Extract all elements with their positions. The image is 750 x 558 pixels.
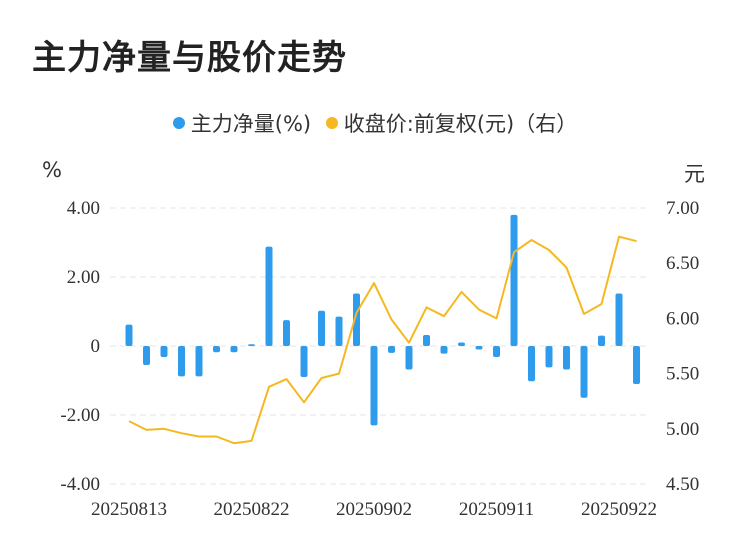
y-right-tick-label: 6.00 xyxy=(666,308,699,329)
legend-dot-bar-icon xyxy=(172,117,185,129)
legend-item-close-price[interactable]: 收盘价:前复权(元)（右） xyxy=(325,108,578,138)
y-right-tick-label: 5.00 xyxy=(666,419,699,440)
net-volume-bar xyxy=(388,346,395,353)
x-tick-label: 20250902 xyxy=(336,499,412,520)
net-volume-bar xyxy=(125,324,133,346)
chart-title: 主力净量与股价走势 xyxy=(32,38,347,78)
x-tick-label: 20250911 xyxy=(459,499,534,520)
legend-dot-line-icon xyxy=(325,117,338,129)
y-left-tick-label: -4.00 xyxy=(60,474,100,495)
y-right-tick-label: 4.50 xyxy=(666,474,699,495)
net-volume-bar xyxy=(265,246,273,346)
net-volume-bar xyxy=(493,346,500,358)
net-volume-bar xyxy=(423,334,430,346)
y-left-tick-label: 0 xyxy=(91,336,101,357)
y-right-tick-label: 5.50 xyxy=(666,364,699,385)
legend-label-net-volume: 主力净量(%) xyxy=(190,112,312,136)
net-volume-bar xyxy=(580,346,588,398)
net-volume-bar xyxy=(615,293,623,346)
net-volume-bar xyxy=(300,346,308,378)
net-volume-bar xyxy=(510,214,518,346)
net-volume-bar xyxy=(563,346,570,370)
net-volume-bar xyxy=(335,316,343,346)
x-tick-label: 20250922 xyxy=(581,499,657,520)
net-volume-bar xyxy=(440,346,448,354)
legend-label-close-price: 收盘价:前复权(元)（右） xyxy=(343,112,578,136)
net-volume-bar xyxy=(195,346,203,377)
close-price-line xyxy=(128,235,637,445)
x-tick-label: 20250822 xyxy=(214,499,290,520)
net-volume-bar xyxy=(160,346,168,358)
x-tick-label: 20250813 xyxy=(91,499,167,520)
left-axis-unit: % xyxy=(42,158,62,182)
net-volume-bar xyxy=(213,346,220,353)
net-volume-bar xyxy=(353,293,360,346)
net-volume-bar xyxy=(143,346,150,365)
net-volume-bar xyxy=(283,320,290,346)
net-volume-bar xyxy=(230,346,238,353)
net-volume-bar xyxy=(405,346,413,370)
net-volume-bar xyxy=(370,346,378,426)
y-right-tick-label: 7.00 xyxy=(666,198,699,219)
net-volume-bar xyxy=(528,346,535,382)
legend-item-net-volume[interactable]: 主力净量(%) xyxy=(172,108,312,138)
y-left-tick-label: -2.00 xyxy=(60,405,100,426)
net-volume-bar xyxy=(633,346,640,384)
y-left-tick-label: 2.00 xyxy=(67,267,100,288)
net-volume-bar xyxy=(248,344,255,346)
legend: 主力净量(%) 收盘价:前复权(元)（右） xyxy=(0,108,750,138)
net-volume-bar xyxy=(545,346,553,368)
right-axis-unit: 元 xyxy=(684,162,705,186)
y-left-tick-label: 4.00 xyxy=(67,198,100,219)
net-volume-bar xyxy=(475,346,483,350)
net-volume-bar xyxy=(458,342,465,346)
net-volume-bar xyxy=(178,346,185,377)
net-volume-bar xyxy=(318,310,325,346)
net-volume-bar xyxy=(598,335,605,346)
y-right-tick-label: 6.50 xyxy=(666,253,699,274)
